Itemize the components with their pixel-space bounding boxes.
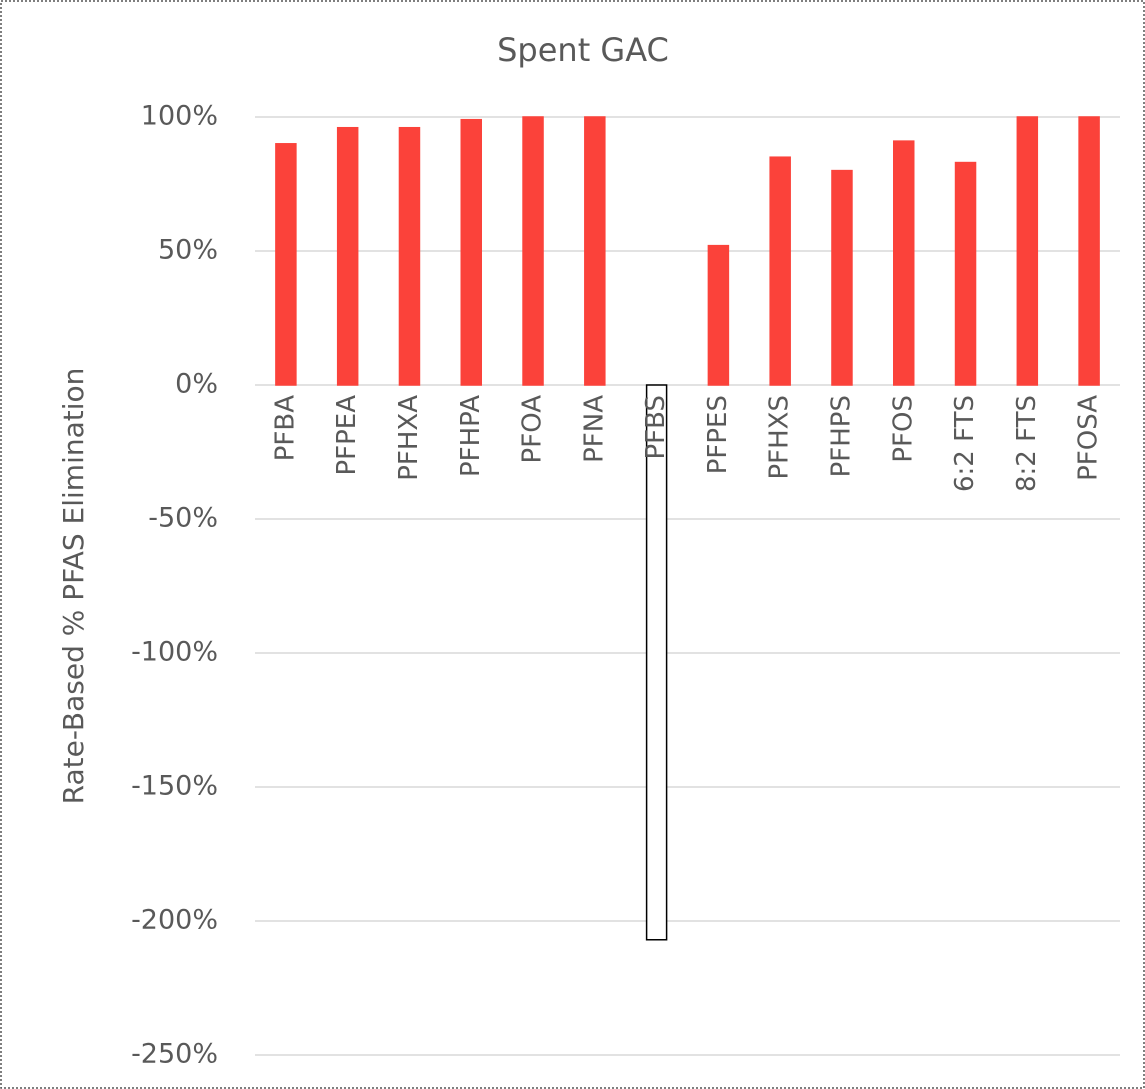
x-tick-label: PFPES [703, 395, 733, 474]
bar [707, 244, 730, 386]
y-tick-label: -200% [131, 905, 218, 936]
y-tick-label: 0% [175, 369, 218, 400]
y-axis-label: Rate-Based % PFAS Elimination [57, 368, 90, 805]
y-tick-label: -100% [131, 637, 218, 668]
labels: -250% -200% -150% -100% -50% 0% 50% 100% PFBA PFP… [131, 101, 1104, 1070]
bar [769, 156, 791, 386]
bar [645, 384, 668, 941]
x-tick-label: 8:2 FTS [1012, 395, 1042, 492]
x-tick-label: PFBS [641, 395, 671, 460]
bar [1078, 116, 1100, 386]
bar [954, 161, 977, 386]
bar [1016, 116, 1039, 386]
grid [255, 116, 1120, 1056]
y-tick-label: 50% [158, 235, 218, 266]
y-tick-label: -150% [131, 771, 218, 802]
x-tick-label: PFOS [888, 395, 918, 463]
bar [460, 118, 482, 386]
y-tick-label: 100% [141, 101, 218, 132]
y-tick-label: -250% [131, 1039, 218, 1070]
x-tick-label: PFBA [270, 395, 300, 461]
bars [275, 116, 1100, 941]
x-tick-label: PFNA [579, 395, 609, 463]
bar [893, 140, 915, 386]
bar [522, 116, 544, 386]
x-tick-label: PFPEA [332, 395, 362, 476]
bar [398, 126, 421, 386]
x-tick-label: PFHXA [394, 395, 424, 481]
x-tick-label: PFHXS [765, 395, 795, 480]
x-tick-label: PFOSA [1074, 395, 1104, 481]
bar [584, 116, 606, 386]
bar [336, 126, 359, 386]
bar [275, 143, 297, 386]
x-tick-label: PFHPS [826, 395, 856, 477]
chart-title: Spent GAC [497, 31, 669, 69]
x-tick-label: PFHPA [456, 395, 486, 477]
bar [831, 169, 853, 386]
y-tick-label: -50% [148, 503, 218, 534]
x-tick-label: PFOA [518, 395, 548, 464]
x-tick-label: 6:2 FTS [950, 395, 980, 492]
